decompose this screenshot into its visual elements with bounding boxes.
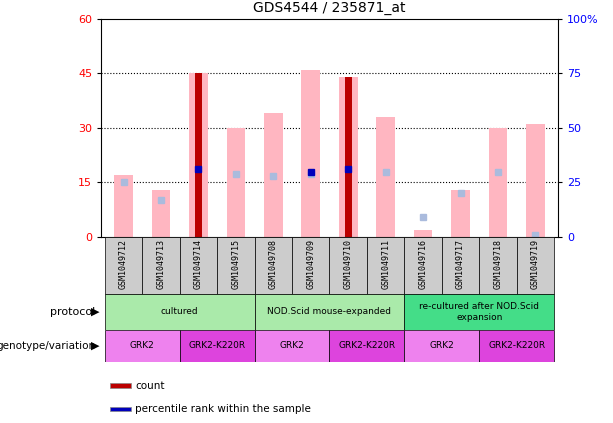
Text: ▶: ▶: [91, 307, 100, 317]
Text: percentile rank within the sample: percentile rank within the sample: [135, 404, 311, 414]
Bar: [142, 237, 180, 294]
Text: GSM1049719: GSM1049719: [531, 239, 540, 289]
Title: GDS4544 / 235871_at: GDS4544 / 235871_at: [253, 1, 406, 15]
Bar: [254, 294, 405, 330]
Text: GSM1049717: GSM1049717: [456, 239, 465, 289]
Text: protocol: protocol: [50, 307, 95, 317]
Bar: [526, 124, 545, 237]
Bar: [180, 237, 217, 294]
Bar: [405, 237, 442, 294]
Bar: [479, 237, 517, 294]
Bar: [292, 237, 330, 294]
Bar: [376, 117, 395, 237]
Bar: [217, 237, 254, 294]
Bar: [227, 128, 245, 237]
Text: re-cultured after NOD.Scid
expansion: re-cultured after NOD.Scid expansion: [419, 302, 539, 321]
Text: GSM1049715: GSM1049715: [231, 239, 240, 289]
Text: GRK2: GRK2: [280, 341, 305, 350]
Text: NOD.Scid mouse-expanded: NOD.Scid mouse-expanded: [267, 308, 392, 316]
Bar: [302, 70, 320, 237]
Bar: [442, 237, 479, 294]
Bar: [264, 113, 283, 237]
Text: GSM1049714: GSM1049714: [194, 239, 203, 289]
Bar: [451, 190, 470, 237]
Bar: [105, 294, 254, 330]
Bar: [110, 407, 131, 411]
Bar: [345, 77, 352, 237]
Text: GSM1049710: GSM1049710: [344, 239, 352, 289]
Text: GRK2: GRK2: [130, 341, 154, 350]
Text: count: count: [135, 381, 165, 390]
Text: GSM1049709: GSM1049709: [306, 239, 315, 289]
Bar: [330, 237, 367, 294]
Bar: [254, 237, 292, 294]
Bar: [405, 294, 554, 330]
Text: GRK2-K220R: GRK2-K220R: [338, 341, 395, 350]
Bar: [405, 330, 479, 362]
Text: GSM1049713: GSM1049713: [156, 239, 166, 289]
Bar: [330, 330, 405, 362]
Bar: [180, 330, 254, 362]
Bar: [105, 330, 180, 362]
Text: cultured: cultured: [161, 308, 199, 316]
Text: GSM1049712: GSM1049712: [119, 239, 128, 289]
Text: GRK2-K220R: GRK2-K220R: [189, 341, 246, 350]
Text: GSM1049708: GSM1049708: [269, 239, 278, 289]
Bar: [105, 237, 142, 294]
Text: GSM1049711: GSM1049711: [381, 239, 390, 289]
Bar: [114, 175, 133, 237]
Text: GRK2: GRK2: [430, 341, 454, 350]
Bar: [339, 77, 357, 237]
Text: GRK2-K220R: GRK2-K220R: [488, 341, 545, 350]
Bar: [414, 230, 432, 237]
Bar: [254, 330, 330, 362]
Text: ▶: ▶: [91, 341, 100, 351]
Text: GSM1049716: GSM1049716: [419, 239, 428, 289]
Bar: [489, 128, 508, 237]
Text: GSM1049718: GSM1049718: [493, 239, 503, 289]
Bar: [517, 237, 554, 294]
Bar: [189, 74, 208, 237]
Bar: [151, 190, 170, 237]
Text: genotype/variation: genotype/variation: [0, 341, 95, 351]
Bar: [479, 330, 554, 362]
Bar: [110, 383, 131, 387]
Bar: [367, 237, 405, 294]
Bar: [195, 74, 202, 237]
